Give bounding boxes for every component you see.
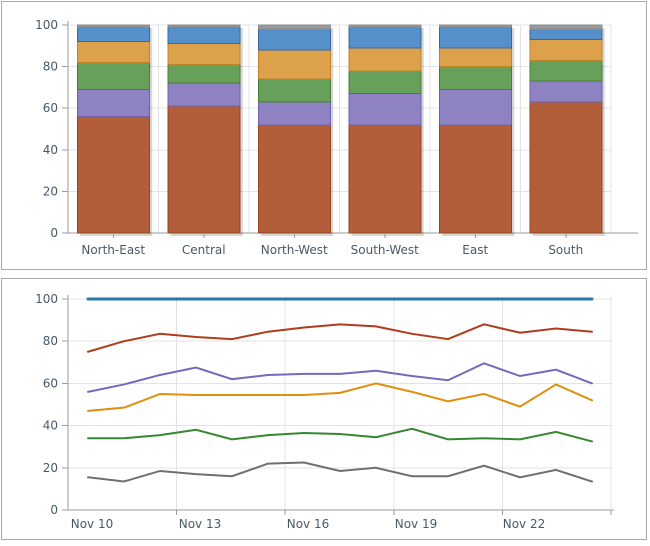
x-tick-label: Nov 22 <box>503 517 546 531</box>
bar-segment-blue[interactable] <box>76 26 150 43</box>
category-label: Central <box>182 243 226 257</box>
bar-segment-green[interactable] <box>529 59 603 82</box>
bar-segment-orange[interactable] <box>76 41 150 63</box>
bar-segment-orange[interactable] <box>529 39 603 61</box>
bar-segment-red[interactable] <box>257 124 331 234</box>
bar-segment-purple[interactable] <box>348 93 422 126</box>
bar-segment-red[interactable] <box>529 101 603 234</box>
category-label: South <box>548 243 583 257</box>
bar-segment-gray[interactable] <box>348 24 422 28</box>
bar-segment-purple[interactable] <box>76 88 150 118</box>
bar-segment-blue[interactable] <box>167 26 241 45</box>
bar-segment-red[interactable] <box>438 124 512 234</box>
bar-segment-green[interactable] <box>76 61 150 90</box>
bar-segment-green[interactable] <box>348 70 422 95</box>
bar-segment-purple[interactable] <box>529 80 603 103</box>
category-label: North-West <box>261 243 328 257</box>
line-red[interactable] <box>87 323 593 353</box>
x-tick-label: Nov 19 <box>395 517 438 531</box>
y-tick-label: 40 <box>43 419 58 433</box>
x-tick-label: Nov 16 <box>287 517 330 531</box>
bar-segment-orange[interactable] <box>167 43 241 66</box>
bar-segment-red[interactable] <box>167 105 241 234</box>
y-tick-label: 0 <box>50 503 58 517</box>
y-tick-label: 80 <box>43 60 58 74</box>
line-chart-panel: 0 20 40 60 80 100 Nov 10 Nov 13 Nov 16 Nov 19 Nov … <box>1 278 647 540</box>
y-tick-label: 40 <box>43 143 58 157</box>
bar-segment-red[interactable] <box>348 124 422 234</box>
bar-segment-purple[interactable] <box>167 82 241 107</box>
bar-segment-red[interactable] <box>76 116 150 234</box>
stacked-bar-chart[interactable]: 0 20 40 60 80 100 North-East Central North-West S… <box>2 2 645 268</box>
y-tick-label: 60 <box>43 101 58 115</box>
category-label: South-West <box>351 243 420 257</box>
bar-segment-gray[interactable] <box>529 24 603 30</box>
stacked-bar-chart-panel: 0 20 40 60 80 100 North-East Central North-West S… <box>1 1 647 270</box>
y-tick-label: 100 <box>35 292 58 306</box>
bar-segment-orange[interactable] <box>438 47 512 68</box>
bar-segment-purple[interactable] <box>257 101 331 126</box>
line-purple[interactable] <box>87 362 593 393</box>
bar-segment-gray[interactable] <box>76 24 150 28</box>
category-label: East <box>462 243 488 257</box>
bar-segment-gray[interactable] <box>167 24 241 28</box>
line-orange[interactable] <box>87 382 593 412</box>
bar-segment-gray[interactable] <box>257 24 331 30</box>
bar-segment-orange[interactable] <box>348 47 422 72</box>
bar-segment-gray[interactable] <box>438 24 512 28</box>
bar-segment-blue[interactable] <box>348 26 422 49</box>
x-tick-label: Nov 10 <box>71 517 114 531</box>
bar-segment-green[interactable] <box>438 66 512 90</box>
line-chart[interactable]: 0 20 40 60 80 100 Nov 10 Nov 13 Nov 16 Nov 19 Nov … <box>2 279 645 538</box>
line-green[interactable] <box>87 427 593 443</box>
y-tick-label: 0 <box>50 226 58 240</box>
y-tick-label: 20 <box>43 461 58 475</box>
category-label: North-East <box>81 243 145 257</box>
bar-segment-orange[interactable] <box>257 49 331 80</box>
x-tick-label: Nov 13 <box>179 517 222 531</box>
y-tick-label: 20 <box>43 184 58 198</box>
bar-segment-purple[interactable] <box>438 88 512 126</box>
bar-segment-green[interactable] <box>167 64 241 84</box>
line-gray[interactable] <box>87 461 593 483</box>
y-tick-label: 80 <box>43 334 58 348</box>
bar-segment-blue[interactable] <box>257 28 331 51</box>
bar-segment-blue[interactable] <box>438 26 512 49</box>
y-tick-label: 100 <box>35 18 58 32</box>
bar-segment-blue[interactable] <box>529 28 603 41</box>
bar-segment-green[interactable] <box>257 78 331 103</box>
y-tick-label: 60 <box>43 376 58 390</box>
